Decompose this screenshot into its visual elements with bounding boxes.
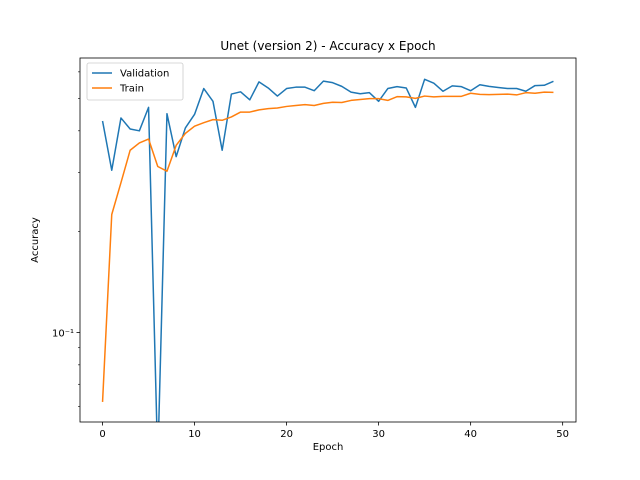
series-line-train <box>101 91 554 402</box>
x-tick-label: 50 <box>556 429 569 440</box>
legend: Validation Train <box>86 62 184 101</box>
x-tick-label: 0 <box>99 429 105 440</box>
x-axis-label: Epoch <box>313 442 344 453</box>
legend-label-train: Train <box>119 84 144 95</box>
x-tick-label: 10 <box>188 429 201 440</box>
legend-label-validation: Validation <box>120 69 169 80</box>
x-tick-label: 20 <box>280 429 293 440</box>
series-line-validation <box>101 78 554 422</box>
y-axis-label: Accuracy <box>30 217 41 263</box>
y-tick-label: 10⁻¹ <box>52 328 74 339</box>
chart-title: Unet (version 2) - Accuracy x Epoch <box>220 39 435 53</box>
axes-frame <box>79 57 577 423</box>
x-tick-label: 30 <box>372 429 385 440</box>
x-tick-label: 40 <box>464 429 477 440</box>
